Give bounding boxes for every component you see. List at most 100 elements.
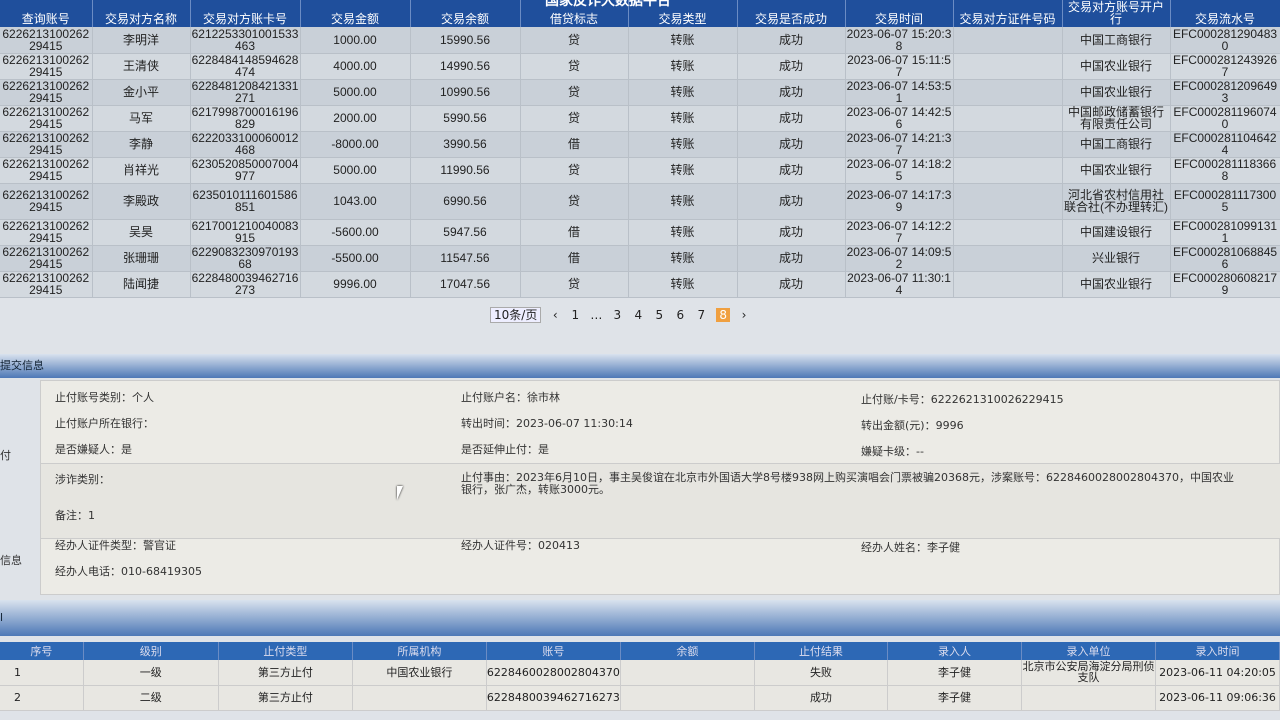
table-cell: EFC0002810688456 xyxy=(1170,245,1280,272)
table-cell: 成功 xyxy=(737,219,846,246)
table-cell: 贷 xyxy=(520,53,629,80)
table-cell: 借 xyxy=(520,219,629,246)
table-row[interactable]: 1 一级 第三方止付 中国农业银行 6228460028002804370 失败 李子健 北京… xyxy=(0,660,1280,686)
officer-id: 经办人证件号：020413 xyxy=(461,539,580,552)
stop-payment-table: 序号 级别 止付类型 所属机构 账号 余额 止付结果 录入人 录入单位 录入时间 1 一级 第三方止付… xyxy=(0,642,1280,711)
table-cell: 中国农业银行 xyxy=(1062,157,1171,184)
column-header[interactable]: 交易对方证件号码 xyxy=(953,0,1063,27)
section-label: l xyxy=(0,611,4,624)
column-header[interactable]: 交易时间 xyxy=(845,0,954,27)
table-cell: 中国邮政储蓄银行有限责任公司 xyxy=(1062,105,1171,132)
table-row[interactable]: 6226213100262 29415 李明洋 621225330100153346… xyxy=(0,27,1280,54)
column-header[interactable]: 交易金额 xyxy=(300,0,411,27)
column-header[interactable]: 查询账号 xyxy=(0,0,93,27)
column-header[interactable]: 交易流水号 xyxy=(1170,0,1280,27)
table-cell: 9996.00 xyxy=(300,271,411,298)
table-cell: 1000.00 xyxy=(300,27,411,54)
table-cell: 借 xyxy=(520,131,629,158)
column-header[interactable]: 交易是否成功 xyxy=(737,0,846,27)
table-cell: 中国工商银行 xyxy=(1062,27,1171,54)
table-cell: 2023-06-07 14:53:51 xyxy=(845,79,954,106)
prev-page-button[interactable]: ‹ xyxy=(552,308,558,322)
table-row[interactable]: 6226213100262 29415 金小平 622848120842133127… xyxy=(0,79,1280,106)
remark: 备注：1 xyxy=(55,509,95,522)
table-cell: 4000.00 xyxy=(300,53,411,80)
table-row[interactable]: 2 二级 第三方止付 6228480039462716273 成功 李子健 2023-06-… xyxy=(0,685,1280,711)
account-number: 止付账/卡号：6222621310026229415 xyxy=(861,393,1064,406)
table-cell xyxy=(352,685,487,711)
table-row[interactable]: 6226213100262 29415 陆闻捷 622848003946271627… xyxy=(0,271,1280,298)
table-cell: 成功 xyxy=(737,27,846,54)
table-row[interactable]: 6226213100262 29415 王清侠 622848414859462847… xyxy=(0,53,1280,80)
side-label: 信息 xyxy=(0,554,22,567)
section-title: 提交信息 xyxy=(0,359,44,372)
table-cell: EFC0002811960740 xyxy=(1170,105,1280,132)
pagination: 10条/页 ‹ 1 … 3 4 5 6 7 8 › xyxy=(490,307,750,323)
table-cell: 中国农业银行 xyxy=(1062,271,1171,298)
table-cell: 6212253301001533463 xyxy=(190,27,301,54)
table-row[interactable]: 6226213100262 29415 李静 6222033100060012468… xyxy=(0,131,1280,158)
page-button[interactable]: 5 xyxy=(655,308,664,322)
table-cell: 6226213100262 29415 xyxy=(0,79,93,106)
table-cell: 转账 xyxy=(628,79,738,106)
table-cell: 5000.00 xyxy=(300,157,411,184)
table-cell: 转账 xyxy=(628,131,738,158)
transfer-amount: 转出金额(元)：9996 xyxy=(861,419,964,432)
table-cell: 转账 xyxy=(628,53,738,80)
table-cell: 11990.56 xyxy=(410,157,521,184)
table-cell: 中国农业银行 xyxy=(1062,53,1171,80)
column-header[interactable]: 交易类型 xyxy=(628,0,738,27)
table-cell: 6222033100060012468 xyxy=(190,131,301,158)
table-cell: 2000.00 xyxy=(300,105,411,132)
table-cell: 兴业银行 xyxy=(1062,245,1171,272)
table-cell: 6226213100262 29415 xyxy=(0,53,93,80)
page-button[interactable]: 8 xyxy=(716,308,730,322)
table-cell: 6226213100262 29415 xyxy=(0,157,93,184)
table-row[interactable]: 6226213100262 29415 马军 6217998700016196829… xyxy=(0,105,1280,132)
column-header[interactable]: 交易对方账卡号 xyxy=(190,0,301,27)
table-cell: 6226213100262 29415 xyxy=(0,131,93,158)
table-cell: 金小平 xyxy=(92,79,191,106)
table-cell: -5500.00 xyxy=(300,245,411,272)
next-page-button[interactable]: › xyxy=(741,308,747,322)
table-row[interactable]: 6226213100262 29415 李殿政 623501011160158685… xyxy=(0,183,1280,220)
table-cell: 贷 xyxy=(520,271,629,298)
table-cell: 一级 xyxy=(83,660,219,686)
page-button[interactable]: 4 xyxy=(634,308,643,322)
side-label: 付 xyxy=(0,449,11,462)
table-cell: 王清侠 xyxy=(92,53,191,80)
table-cell: 2023-06-11 04:20:05 xyxy=(1155,660,1280,686)
column-header[interactable]: 交易余额 xyxy=(410,0,521,27)
table-cell: 吴昊 xyxy=(92,219,191,246)
page-size-select[interactable]: 10条/页 xyxy=(490,307,542,323)
table-cell: 17047.56 xyxy=(410,271,521,298)
table-cell: 2023-06-07 15:11:57 xyxy=(845,53,954,80)
column-header[interactable]: 借贷标志 xyxy=(520,0,629,27)
page-button[interactable]: 7 xyxy=(697,308,706,322)
table-cell: 李殿政 xyxy=(92,183,191,220)
table-cell: 2023-06-11 09:06:36 xyxy=(1155,685,1280,711)
table-cell: 5947.56 xyxy=(410,219,521,246)
stop-reason: 止付事由：2023年6月10日，事主吴俊谊在北京市外国语大学8号楼938网上购买… xyxy=(461,471,1234,496)
table-cell xyxy=(953,157,1063,184)
table-cell: 成功 xyxy=(737,105,846,132)
table-cell: EFC0002806082179 xyxy=(1170,271,1280,298)
is-suspect: 是否嫌疑人：是 xyxy=(55,443,132,456)
page-button[interactable]: 1 xyxy=(571,308,580,322)
extend-stop: 是否延伸止付：是 xyxy=(461,443,549,456)
officer-id-type: 经办人证件类型：警官证 xyxy=(55,539,176,552)
page-button[interactable]: 3 xyxy=(613,308,622,322)
table-cell: 中国建设银行 xyxy=(1062,219,1171,246)
table-row[interactable]: 6226213100262 29415 张珊珊 622908323097019368… xyxy=(0,245,1280,272)
column-header[interactable]: 交易对方名称 xyxy=(92,0,191,27)
column-header[interactable]: 交易对方账号开户行 xyxy=(1062,0,1171,27)
table-cell: 转账 xyxy=(628,105,738,132)
table-row[interactable]: 6226213100262 29415 肖祥光 623052085000700497… xyxy=(0,157,1280,184)
table-cell: 6235010111601586851 xyxy=(190,183,301,220)
table-cell: 2 xyxy=(0,685,84,711)
table-row[interactable]: 6226213100262 29415 吴昊 6217001210040083915… xyxy=(0,219,1280,246)
system-title: 国家反诈大数据平台 xyxy=(545,0,671,9)
fraud-type: 涉诈类别： xyxy=(55,473,110,486)
column-header: 止付类型 xyxy=(218,642,353,660)
page-button[interactable]: 6 xyxy=(676,308,685,322)
